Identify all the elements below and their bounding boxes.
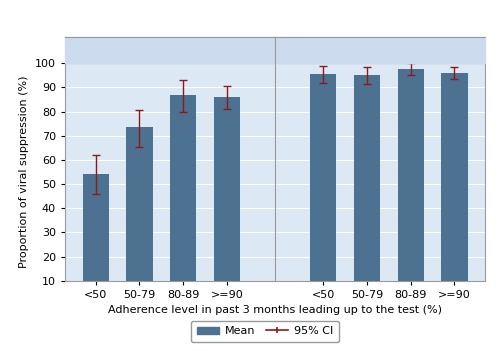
Bar: [126, 127, 152, 305]
Bar: [354, 75, 380, 305]
Bar: [275, 37, 485, 63]
Legend: Mean, 95% CI: Mean, 95% CI: [191, 321, 339, 342]
Bar: [65, 37, 275, 63]
Text: Dolutegravir-based regimen: Dolutegravir-based regimen: [306, 44, 472, 57]
Bar: [442, 73, 468, 305]
Bar: [310, 74, 336, 305]
Bar: [82, 174, 109, 305]
Bar: [214, 97, 240, 305]
Bar: [170, 95, 196, 305]
Y-axis label: Proportion of viral suppression (%): Proportion of viral suppression (%): [20, 76, 30, 268]
Bar: [398, 69, 424, 305]
X-axis label: Adherence level in past 3 months leading up to the test (%): Adherence level in past 3 months leading…: [108, 305, 442, 316]
Text: Non-dolutegravir regimen: Non-dolutegravir regimen: [84, 44, 238, 57]
